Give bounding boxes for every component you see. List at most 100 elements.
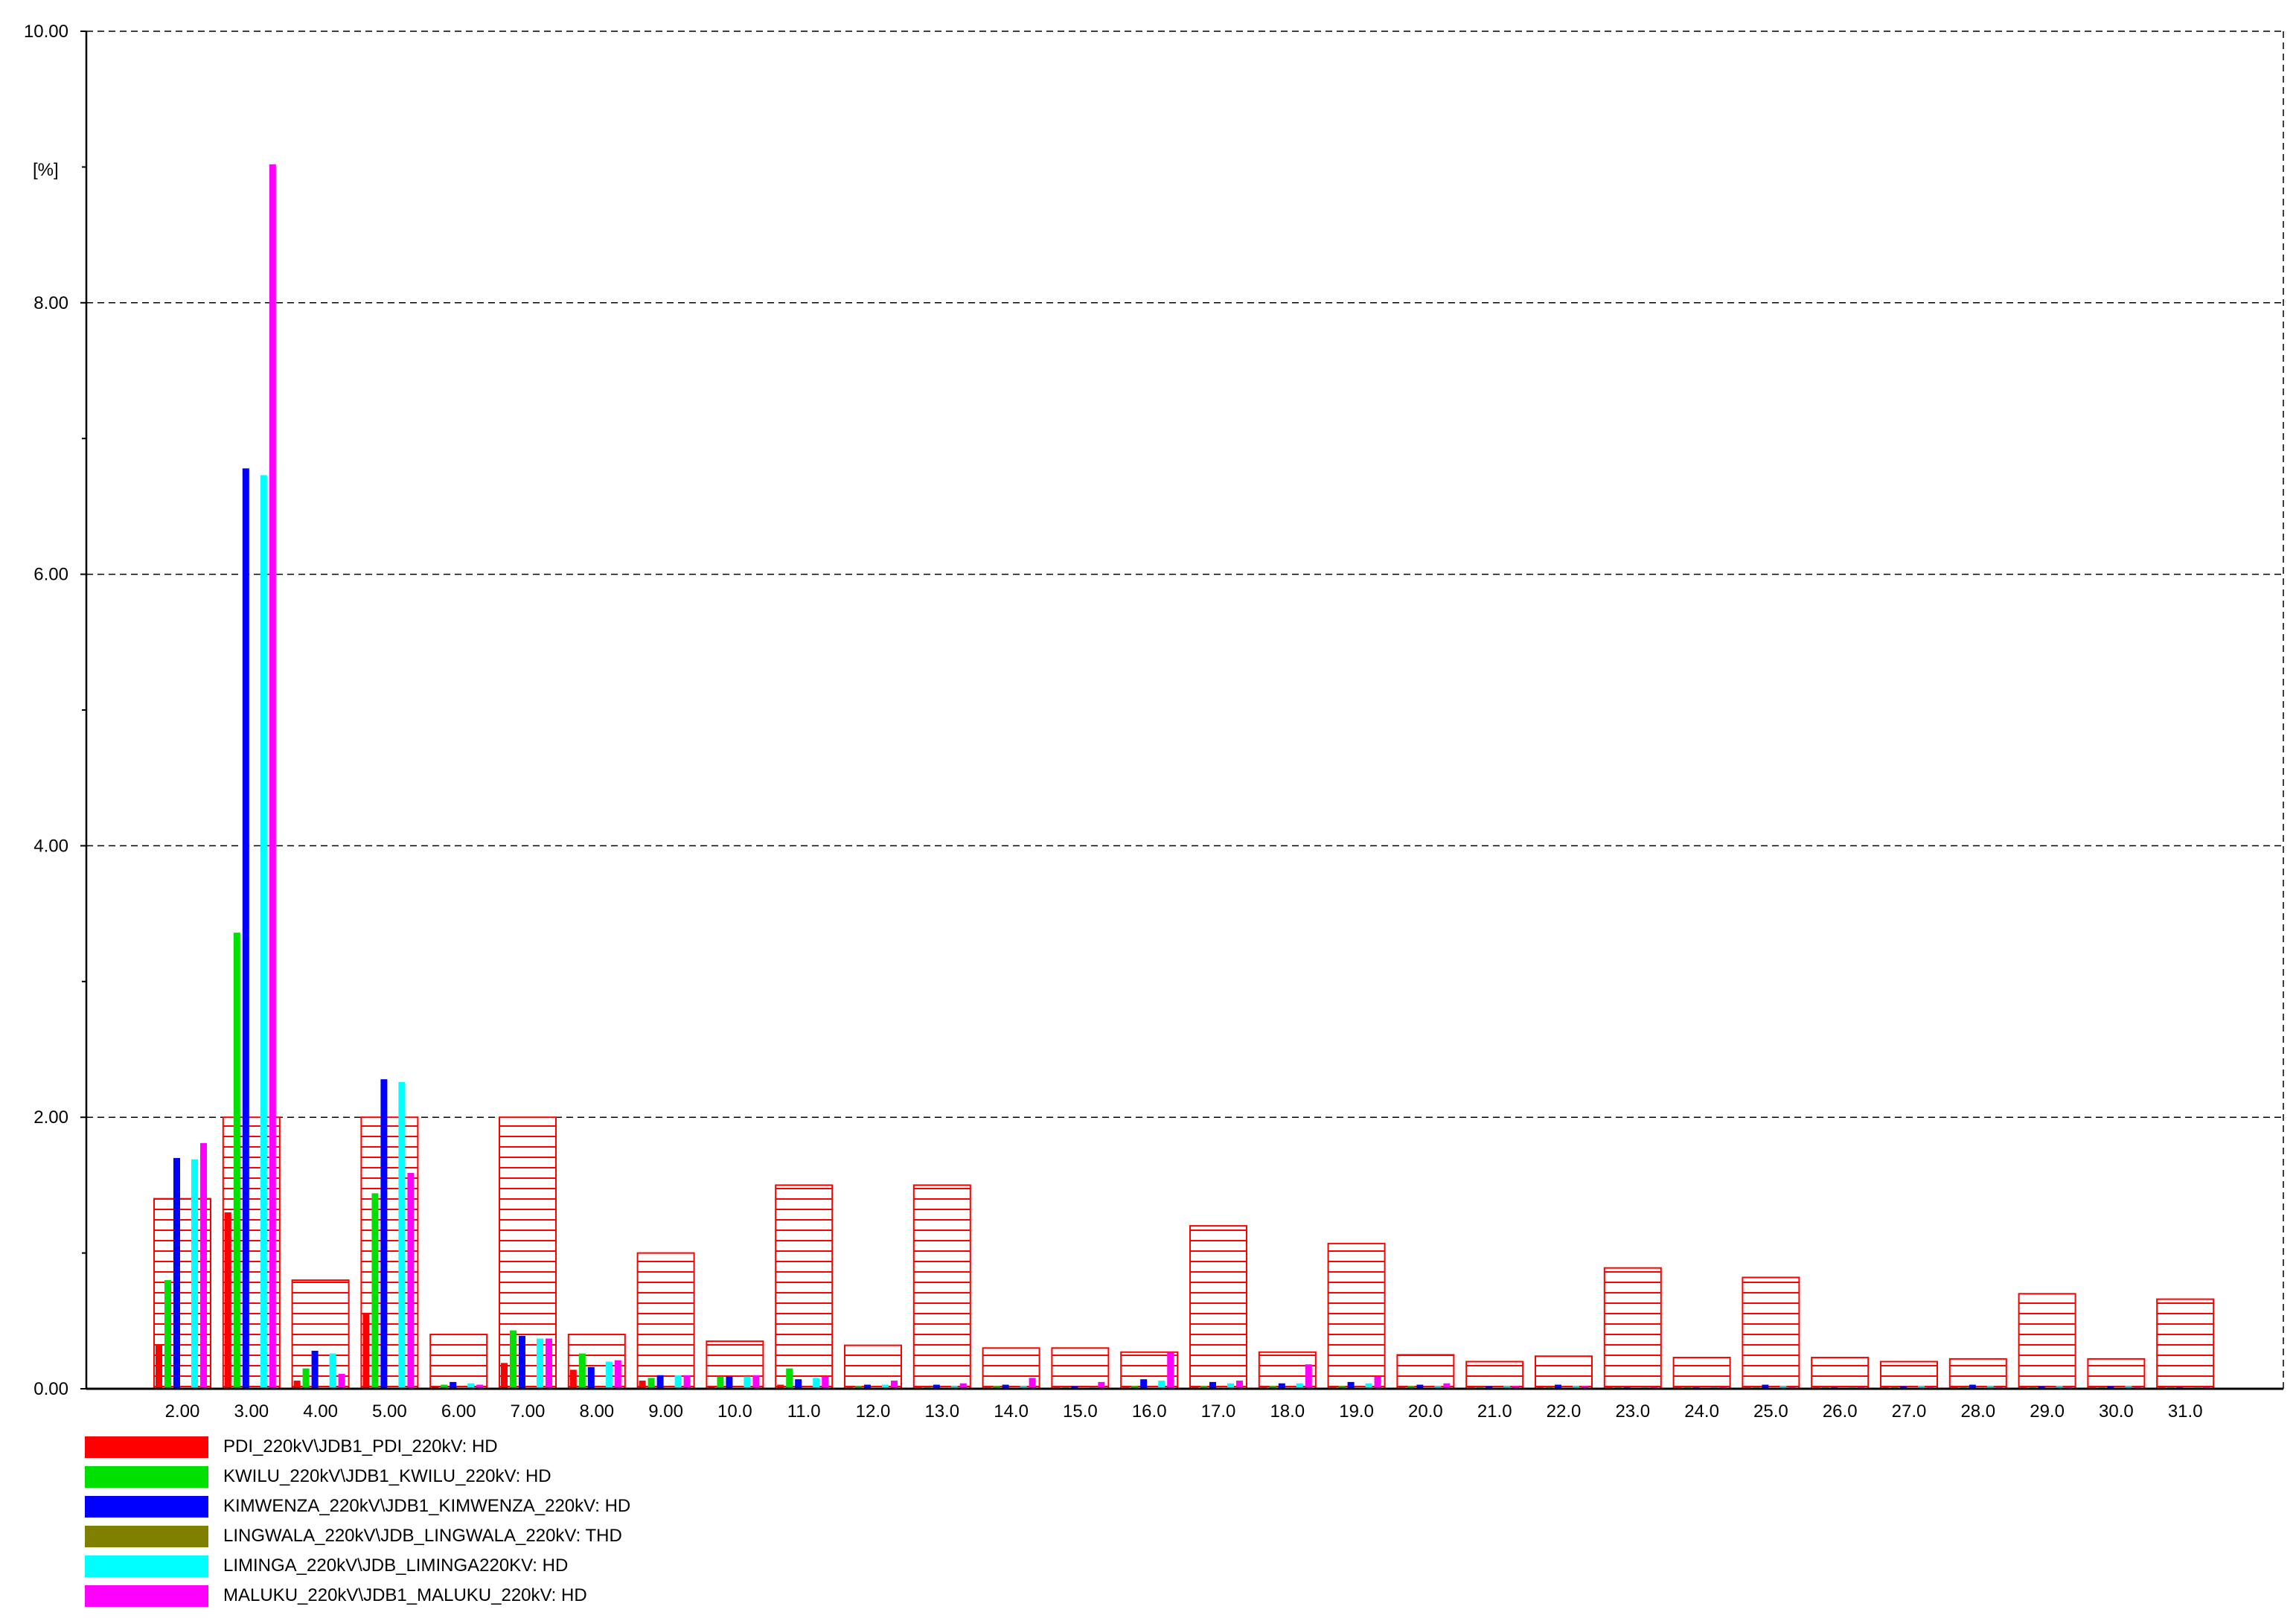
data-bar (647, 1378, 655, 1389)
legend-label: PDI_220kV\JDB1_PDI_220kV: HD (223, 1436, 498, 1456)
legend-swatch (85, 1465, 208, 1488)
data-bar (1020, 1386, 1027, 1389)
data-bar (441, 1384, 448, 1389)
x-tick-label: 12.0 (856, 1401, 891, 1422)
x-tick-label: 6.00 (441, 1401, 476, 1422)
data-bar (569, 1369, 577, 1389)
data-bar (813, 1378, 820, 1389)
x-tick-label: 4.00 (303, 1401, 338, 1422)
data-bar (2056, 1386, 2063, 1389)
limit-bar (1811, 1357, 1870, 1390)
data-bar (1762, 1384, 1769, 1389)
y-tick-label: 6.00 (33, 565, 68, 585)
x-tick-label: 3.00 (234, 1401, 269, 1422)
harmonic-distortion-chart: 0.00 2.00 4.00 6.00 8.00 10.00 2.00 3.00 4.00 5.… (24, 22, 2284, 1422)
x-tick-label: 29.0 (2030, 1401, 2065, 1422)
legend-swatch (85, 1555, 208, 1577)
x-tick-label: 9.00 (648, 1401, 683, 1422)
x-tick-labels: 2.00 3.00 4.00 5.00 6.00 7.00 8.00 9.00 10.0 11.0… (165, 1401, 2203, 1422)
data-bar (537, 1338, 543, 1389)
data-bar (242, 468, 249, 1389)
data-bar (993, 1386, 1000, 1389)
data-bar (546, 1338, 552, 1389)
data-bar (450, 1381, 457, 1389)
data-bar (311, 1350, 319, 1389)
data-bar (293, 1381, 301, 1389)
data-bar (200, 1142, 207, 1389)
data-bar (656, 1375, 664, 1389)
legend-label: KIMWENZA_220kV\JDB1_KIMWENZA_220kV: HD (223, 1496, 631, 1516)
data-bar (639, 1381, 646, 1389)
x-tick-label: 27.0 (1892, 1401, 1927, 1422)
data-bar (1582, 1386, 1588, 1389)
y-unit-label: [%] (33, 160, 59, 180)
data-bar (1002, 1384, 1009, 1389)
y-tick-label: 4.00 (33, 836, 68, 856)
data-bar (233, 933, 240, 1389)
data-bar (1269, 1386, 1276, 1389)
y-tick-label: 0.00 (33, 1379, 68, 1399)
data-bar (2038, 1386, 2045, 1389)
legend-item: MALUKU_220kV\JDB1_MALUKU_220kV: HD (85, 1581, 630, 1611)
y-tick-label: 8.00 (33, 293, 68, 313)
data-bar (2107, 1386, 2114, 1389)
x-tick-label: 5.00 (372, 1401, 407, 1422)
data-bar (1131, 1386, 1139, 1389)
data-bar (1900, 1386, 1907, 1389)
data-bar (891, 1381, 898, 1389)
data-bar (191, 1159, 198, 1389)
data-bar (1200, 1386, 1207, 1389)
data-bar (224, 1212, 231, 1389)
data-bar (1573, 1386, 1579, 1389)
x-tick-label: 24.0 (1684, 1401, 1719, 1422)
data-bar (578, 1353, 586, 1389)
data-bar (1416, 1384, 1424, 1389)
y-tick-labels: 0.00 2.00 4.00 6.00 8.00 10.00 (24, 22, 68, 1399)
x-tick-label: 31.0 (2168, 1401, 2203, 1422)
data-bar (519, 1335, 525, 1389)
data-bar (1986, 1386, 1994, 1389)
data-bar (1236, 1381, 1243, 1389)
legend-label: MALUKU_220kV\JDB1_MALUKU_220kV: HD (223, 1585, 587, 1605)
data-bar (795, 1379, 802, 1389)
data-bar (605, 1361, 613, 1389)
data-bar (1555, 1384, 1561, 1389)
data-bar (269, 164, 276, 1390)
x-tick-label: 15.0 (1063, 1401, 1098, 1422)
data-bar (855, 1386, 862, 1389)
limit-bar (2018, 1293, 2076, 1390)
data-bar (1969, 1384, 1976, 1389)
data-bar (1503, 1386, 1511, 1389)
data-bar (1779, 1386, 1787, 1389)
data-bar (156, 1345, 162, 1389)
x-tick-label: 30.0 (2099, 1401, 2134, 1422)
limit-bar (291, 1279, 350, 1390)
x-tick-label: 21.0 (1477, 1401, 1512, 1422)
data-bar (260, 475, 267, 1389)
data-bar (1434, 1386, 1442, 1389)
legend-label: KWILU_220kV\JDB1_KWILU_220kV: HD (223, 1466, 551, 1486)
data-bar (1071, 1386, 1078, 1389)
limit-bars (153, 1116, 2215, 1390)
data-bar (380, 1079, 388, 1389)
data-bar (882, 1384, 889, 1389)
x-tick-label: 7.00 (511, 1401, 546, 1422)
limit-bar (912, 1184, 971, 1390)
data-bar (1338, 1386, 1346, 1389)
data-bar (1486, 1386, 1493, 1389)
legend-label: LIMINGA_220kV\JDB_LIMINGA220KV: HD (223, 1555, 569, 1576)
legend-item: KWILU_220kV\JDB1_KWILU_220kV: HD (85, 1462, 630, 1491)
data-bar (476, 1384, 484, 1389)
data-bar (164, 1280, 171, 1389)
x-tick-label: 13.0 (924, 1401, 959, 1422)
legend-swatch (85, 1436, 208, 1458)
limit-bar (1465, 1360, 1524, 1390)
limit-bar (2087, 1358, 2146, 1390)
data-bar (1305, 1364, 1312, 1389)
legend: PDI_220kV\JDB1_PDI_220kV: HD KWILU_220kV\… (85, 1432, 630, 1611)
x-tick-label: 11.0 (787, 1401, 821, 1422)
limit-bar (1948, 1358, 2007, 1390)
data-bar (1347, 1381, 1355, 1389)
data-bar (1209, 1381, 1216, 1389)
y-tick-label: 2.00 (33, 1107, 68, 1128)
